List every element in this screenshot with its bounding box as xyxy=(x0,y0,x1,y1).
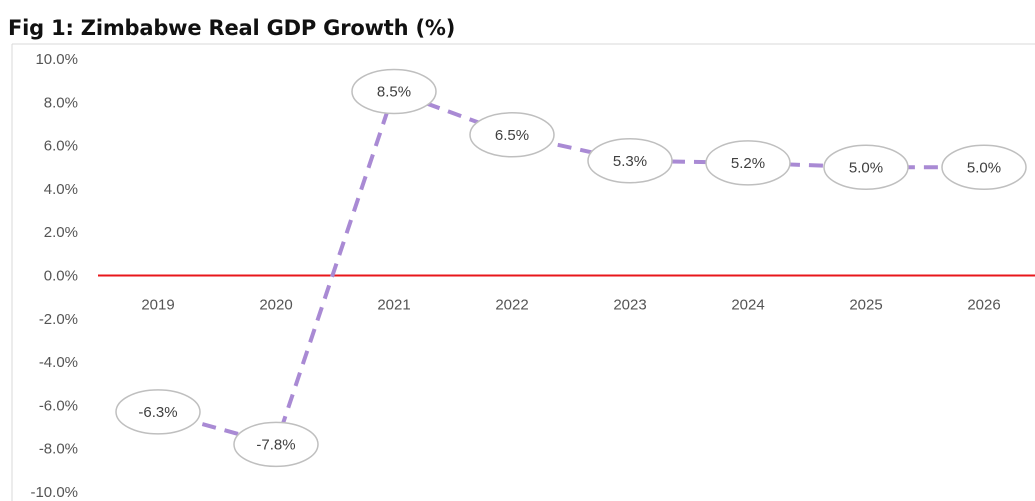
y-tick-label: -2.0% xyxy=(39,311,78,328)
x-tick-label: 2024 xyxy=(731,297,764,314)
x-tick-label: 2021 xyxy=(377,297,410,314)
y-tick-label: 8.0% xyxy=(44,94,78,111)
y-tick-label: 2.0% xyxy=(44,224,78,241)
y-tick-label: -10.0% xyxy=(30,484,78,501)
data-label: 5.2% xyxy=(705,140,791,186)
data-label-bubble xyxy=(587,138,673,184)
x-tick-label: 2025 xyxy=(849,297,882,314)
x-axis-ticks: 2019 2020 2021 2022 2023 2024 2025 2026 xyxy=(141,297,1000,314)
y-tick-label: 6.0% xyxy=(44,138,78,155)
data-label-bubble xyxy=(115,389,201,435)
data-label-text: 5.3% xyxy=(613,153,647,170)
data-label-bubble xyxy=(823,144,909,190)
x-tick-label: 2019 xyxy=(141,297,174,314)
data-label-text: -7.8% xyxy=(256,436,295,453)
y-axis-ticks: 10.0% 8.0% 6.0% 4.0% 2.0% 0.0% -2.0% -4.0% -6.0%… xyxy=(30,51,78,501)
y-tick-label: -4.0% xyxy=(39,354,78,371)
gdp-growth-line xyxy=(157,89,984,447)
data-label: 5.0% xyxy=(823,144,909,190)
data-labels: -6.3% -7.8% 8.5% 6.5% 5.3% 5.2% 5.0% 5.0% xyxy=(115,68,1027,468)
data-label-text: 5.2% xyxy=(731,155,765,172)
y-tick-label: -6.0% xyxy=(39,397,78,414)
x-tick-label: 2026 xyxy=(967,297,1000,314)
data-label-bubble xyxy=(705,140,791,186)
data-label-text: -6.3% xyxy=(138,404,177,421)
data-label: -6.3% xyxy=(115,389,201,435)
data-label-bubble xyxy=(351,68,437,115)
data-label-text: 5.0% xyxy=(849,159,883,176)
plot-frame xyxy=(11,43,1035,501)
data-label: 5.3% xyxy=(587,138,673,184)
data-label-bubble xyxy=(941,144,1027,190)
data-label-text: 5.0% xyxy=(967,159,1001,176)
data-label: -7.8% xyxy=(233,421,319,468)
data-label: 5.0% xyxy=(941,144,1027,190)
x-tick-label: 2020 xyxy=(259,297,292,314)
y-tick-label: 0.0% xyxy=(44,268,78,285)
data-label-text: 8.5% xyxy=(377,83,411,100)
x-tick-label: 2023 xyxy=(613,297,646,314)
y-tick-label: 4.0% xyxy=(44,181,78,198)
data-label: 8.5% xyxy=(351,68,437,115)
chart-title: Fig 1: Zimbabwe Real GDP Growth (%) xyxy=(8,16,456,40)
data-label-text: 6.5% xyxy=(495,127,529,144)
x-tick-label: 2022 xyxy=(495,297,528,314)
data-label-bubble xyxy=(469,112,555,158)
data-label: 6.5% xyxy=(469,112,555,158)
y-tick-label: 10.0% xyxy=(35,51,78,68)
y-tick-label: -8.0% xyxy=(39,441,78,458)
data-label-bubble xyxy=(233,421,319,468)
series-line xyxy=(157,89,984,447)
